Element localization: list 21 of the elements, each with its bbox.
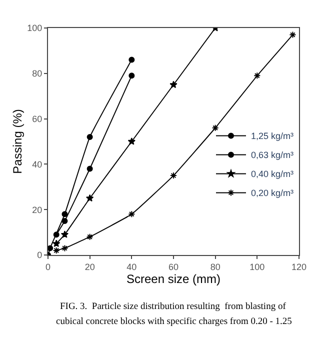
legend-label: 0,63 kg/m³ [251, 150, 294, 160]
legend-label: 0,20 kg/m³ [251, 188, 294, 198]
x-tick-label: 100 [250, 262, 265, 272]
x-tick-label: 120 [291, 262, 307, 272]
legend-label: 0,40 kg/m³ [251, 169, 294, 180]
x-tick-label: 20 [84, 262, 95, 272]
y-tick-label: 20 [32, 204, 42, 215]
y-axis-title: Passing (%) [10, 109, 24, 174]
y-tick-label: 100 [27, 23, 42, 34]
text: cubical concrete blocks with specific charges from 0.20 - 1.25 [56, 317, 292, 327]
caption: FIG. 3. Particle size distribution resulting from blasting of [60, 302, 287, 312]
legend-label: 1,25 kg/m³ [251, 131, 294, 142]
x-tick-label: 0 [45, 262, 51, 272]
x-tick-label: 60 [168, 262, 179, 272]
y-tick-label: 60 [32, 114, 42, 124]
x-axis-title: Screen size (mm) [126, 272, 221, 286]
y-tick-label: 40 [32, 159, 42, 170]
x-tick-label: 80 [210, 262, 220, 272]
x-tick-label: 40 [126, 262, 137, 272]
y-tick-label: 0 [37, 250, 42, 260]
y-tick-label: 80 [32, 68, 42, 79]
